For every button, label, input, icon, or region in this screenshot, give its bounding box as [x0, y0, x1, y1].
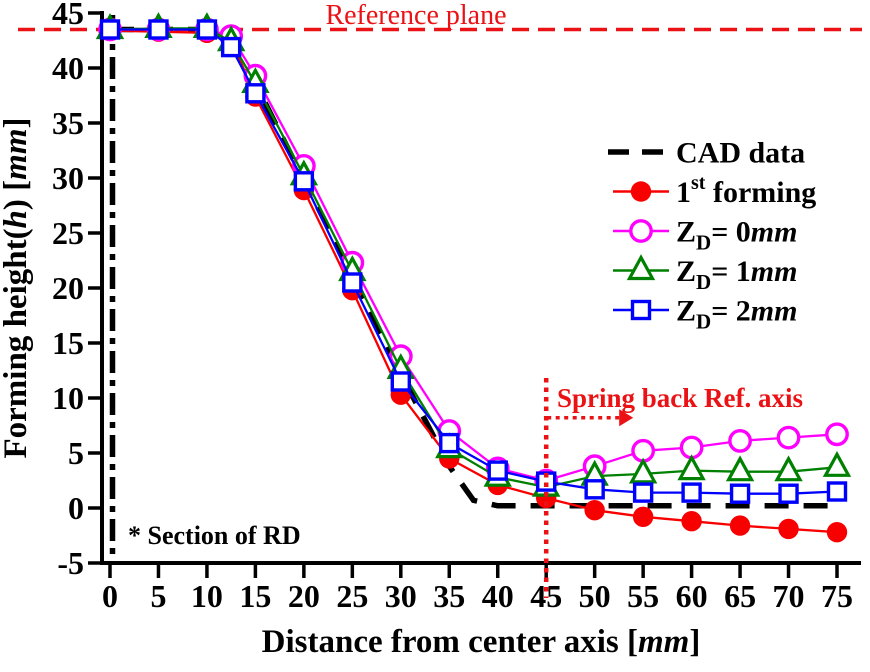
legend-label-part: D [696, 310, 711, 334]
y-tick-label: 10 [52, 380, 84, 416]
legend-item-cad: CAD data [608, 137, 805, 170]
legend-marker-first [630, 181, 652, 202]
legend-label-part: mm [751, 255, 798, 288]
marker-zd2 [390, 371, 411, 392]
marker-zd2 [99, 19, 121, 40]
y-tick-label: 15 [52, 325, 84, 361]
marker-zd2 [439, 432, 460, 454]
legend-marker-zd0 [629, 219, 653, 243]
legend-label-part: D [696, 270, 711, 294]
marker-zd0 [825, 422, 849, 447]
x-tick-label: 15 [239, 578, 271, 614]
legend-item-zd0: ZD= 0mm [613, 216, 797, 255]
x-tick-label: 70 [773, 578, 805, 614]
legend-label-part: Z [676, 216, 696, 249]
x-tick-label: 25 [336, 578, 368, 614]
marker-zd1 [822, 450, 852, 477]
y-tick-label: 35 [52, 105, 84, 141]
springback-lines [543, 378, 634, 598]
reference-plane-label: Reference plane [325, 0, 506, 31]
marker-zd2 [487, 460, 508, 481]
marker-first [826, 522, 848, 543]
marker-first [778, 518, 799, 540]
legend-label-part: Z [676, 295, 696, 328]
legend-label-zd2: ZD= 2mm [676, 295, 797, 334]
y-tick-label: 30 [52, 160, 84, 196]
x-tick-label: 50 [579, 578, 611, 614]
x-tick-label: 60 [676, 578, 708, 614]
y-tick-label: 25 [52, 215, 84, 251]
legend-label-zd0: ZD= 0mm [676, 216, 797, 255]
legend-label-part: CAD data [676, 137, 805, 170]
legend-item-first: 1st forming [613, 172, 816, 209]
legend-label-cad: CAD data [676, 137, 805, 170]
section-note: * Section of RD [128, 521, 301, 550]
marker-zd2 [681, 482, 702, 503]
x-tick-label: 30 [385, 578, 417, 614]
x-tick-label: 10 [191, 578, 223, 614]
marker-zd1 [628, 457, 658, 484]
series-layer [95, 12, 852, 543]
legend-label-part: 1 [676, 176, 691, 209]
marker-zd2 [632, 482, 654, 503]
marker-zd1 [725, 455, 755, 482]
legend-item-zd1: ZD= 1mm [613, 254, 797, 294]
marker-zd0 [728, 428, 752, 453]
marker-first [729, 515, 751, 536]
y-axis-title: Forming height(h) [mm] [0, 117, 34, 458]
y-tick-label: 45 [52, 0, 84, 31]
y-tick-label: 0 [68, 490, 84, 526]
marker-zd2 [293, 171, 315, 192]
marker-zd2 [342, 272, 363, 293]
legend-label-first: 1st forming [676, 172, 816, 209]
legend-label-part: D [696, 231, 711, 255]
springback-arrowhead [619, 409, 634, 427]
marker-zd2 [729, 483, 751, 504]
legend-label-part: mm [751, 295, 798, 328]
x-tick-label: 20 [288, 578, 320, 614]
marker-zd2 [245, 83, 266, 104]
x-axis-title: Distance from center axis [mm] [262, 624, 701, 660]
y-tick-label: 5 [68, 435, 84, 471]
y-tick-label: 20 [52, 270, 84, 306]
marker-zd2 [220, 36, 242, 58]
legend-label-part: st [691, 172, 706, 194]
x-tick-label: 5 [150, 578, 166, 614]
legend-label-part: = 1 [711, 255, 751, 288]
y-tick-label: 40 [52, 50, 84, 86]
legend-label-zd1: ZD= 1mm [676, 255, 797, 294]
x-tick-label: 0 [102, 578, 118, 614]
springback-label: Spring back Ref. axis [557, 383, 803, 413]
legend-label-part: = 2 [711, 295, 751, 328]
marker-zd2 [826, 481, 848, 502]
marker-zd2 [148, 19, 169, 40]
x-tick-label: 55 [627, 578, 659, 614]
legend-item-zd2: ZD= 2mm [613, 295, 797, 334]
marker-zd1 [774, 455, 803, 482]
legend-label-part: forming [705, 176, 816, 209]
legend-marker-zd1 [626, 254, 656, 281]
marker-first [681, 511, 702, 532]
marker-zd2 [778, 483, 799, 504]
y-tick-label: -5 [57, 545, 84, 581]
marker-first [584, 500, 605, 521]
legend-marker-zd2 [630, 299, 652, 321]
marker-zd2 [584, 479, 605, 500]
legend-label-part: mm [751, 216, 798, 249]
marker-zd2 [196, 19, 218, 40]
x-tick-label: 75 [821, 578, 853, 614]
axes: 0 5 10 15 20 25 30 35 40 45 50 55 60 65 70 75-505101520… [52, 0, 861, 614]
x-tick-label: 45 [530, 578, 562, 614]
x-tick-label: 40 [482, 578, 514, 614]
x-tick-label: 65 [724, 578, 756, 614]
marker-zd0 [776, 425, 801, 450]
legend-label-part: = 0 [711, 216, 751, 249]
x-tick-label: 35 [433, 578, 465, 614]
marker-first [632, 506, 654, 527]
marker-zd1 [677, 454, 706, 481]
legend-label-part: Z [676, 255, 696, 288]
